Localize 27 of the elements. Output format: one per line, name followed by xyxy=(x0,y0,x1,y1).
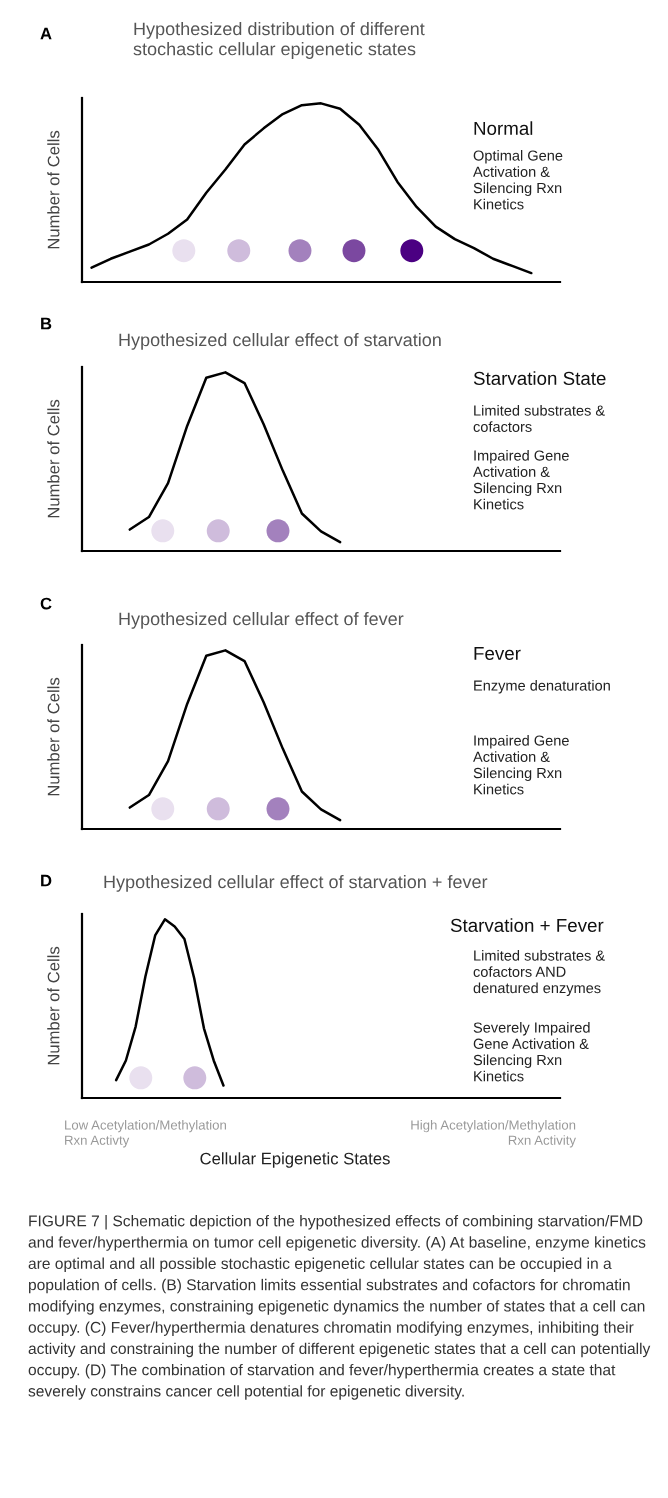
annotation: Normal xyxy=(474,121,533,136)
text: Fever xyxy=(474,646,521,661)
text: Low Acetylation/Methylation Rxn Activty xyxy=(65,1120,226,1148)
text: B xyxy=(41,317,52,330)
text: A xyxy=(40,27,52,40)
annotation: Optimal Gene Activation & Silencing Rxn Kinetics xyxy=(473,150,563,210)
text: Enzyme denaturation xyxy=(474,680,610,694)
y-axis-title: Number of Cells xyxy=(47,946,60,1065)
y-axis-title: Number of Cells xyxy=(47,130,60,249)
chart-title: Hypothesized cellular effect of fever xyxy=(119,612,404,629)
y-axis-title: Number of Cells xyxy=(47,399,60,518)
x-axis-title: Cellular Epigenetic States xyxy=(200,1152,390,1168)
text: Impaired Gene Activation & Silencing Rxn Kinetics xyxy=(473,450,569,510)
chart-title: Hypothesized cellular effect of starvation xyxy=(119,333,441,350)
text: D xyxy=(41,874,52,887)
text: Severely Impaired Gene Activation & Silencing Rxn Kinetics xyxy=(473,1022,590,1082)
text: Limited substrates & cofactors xyxy=(473,405,605,432)
text: High Acetylation/Methylation Rxn Activity xyxy=(411,1120,576,1148)
text: C xyxy=(40,597,52,610)
text: Limited substrates & cofactors AND denatured enzymes xyxy=(473,950,605,997)
text: Hypothesized cellular effect of starvation + fever xyxy=(104,875,488,892)
y-axis-title: Number of Cells xyxy=(47,677,60,796)
text: Impaired Gene Activation & Silencing Rxn Kinetics xyxy=(473,735,569,795)
text: Starvation + Fever xyxy=(450,918,604,933)
text: FIGURE 7 | Schematic depiction of the hypothesized effects of combining starvation/FMD and fever/hyperthermia on tumor cell epigenetic diversity. (A) At baseline, enzyme kinetics are optimal and all possible stochastic epigenetic cellular states can be occupied in a population of cells. (B) Starvation limits essential substrates and cofactors for chromatin modifying enzymes, constraining epigenetic dynamics the number of states that a cell can occupy. (C) Fever/hyperthermia denatures chromatin modifying enzymes, inhibiting their activity and constraining the number of different epigenetic states that a cell can potentially occupy. (D) The combination of starvation and fever/hyperthermia creates a state that severely constrains cancer cell potential for epigenetic diversity. xyxy=(28,1215,651,1400)
text: Starvation State xyxy=(473,371,606,386)
chart-title: Hypothesized distribution of different stochastic cellular epigenetic states xyxy=(133,22,425,59)
